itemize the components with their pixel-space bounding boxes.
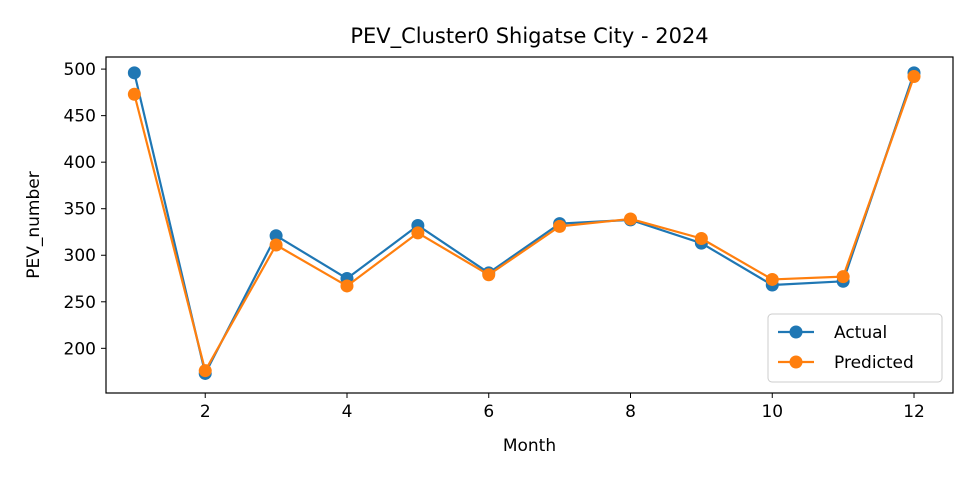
- data-point-predicted: [624, 212, 638, 226]
- x-tick-label: 4: [342, 402, 353, 422]
- y-tick-label: 500: [64, 60, 96, 80]
- y-axis-label: PEV_number: [24, 171, 44, 278]
- data-point-predicted: [127, 87, 141, 101]
- series-predicted: [127, 70, 921, 378]
- y-tick-label: 450: [64, 107, 96, 127]
- legend-label-actual: Actual: [834, 323, 887, 343]
- x-tick-label: 12: [903, 402, 925, 422]
- data-point-predicted: [907, 70, 921, 84]
- data-point-predicted: [340, 279, 354, 293]
- x-tick-label: 10: [761, 402, 783, 422]
- y-tick-label: 200: [64, 339, 96, 359]
- chart-title: PEV_Cluster0 Shigatse City - 2024: [350, 24, 708, 49]
- y-tick-label: 250: [64, 293, 96, 313]
- data-point-predicted: [836, 270, 850, 284]
- series-line-predicted: [133, 76, 916, 372]
- data-point-predicted: [198, 364, 212, 378]
- data-point-predicted: [694, 231, 708, 245]
- data-point-predicted: [411, 226, 425, 240]
- data-point-actual: [127, 66, 141, 80]
- x-tick-label: 8: [625, 402, 636, 422]
- data-point-actual: [269, 229, 283, 243]
- data-point-predicted: [269, 238, 283, 252]
- x-axis-label: Month: [503, 436, 556, 456]
- data-point-predicted: [482, 268, 496, 282]
- y-tick-label: 300: [64, 246, 96, 266]
- y-axis: 200 250 300 350 400 450 500: [64, 60, 106, 359]
- y-tick-label: 350: [64, 200, 96, 220]
- x-tick-label: 2: [200, 402, 211, 422]
- x-axis: 2 4 6 8 10 12: [200, 393, 925, 422]
- legend-label-predicted: Predicted: [834, 353, 914, 373]
- legend: Actual Predicted: [767, 313, 943, 383]
- plot-area: [127, 66, 921, 380]
- data-point-predicted: [765, 272, 779, 286]
- y-tick-label: 400: [64, 153, 96, 173]
- legend-marker-actual: [789, 325, 803, 339]
- legend-marker-predicted: [789, 355, 803, 369]
- data-point-predicted: [553, 219, 567, 233]
- plot-frame: [105, 56, 954, 394]
- series-line-actual: [133, 72, 916, 375]
- x-tick-label: 6: [483, 402, 494, 422]
